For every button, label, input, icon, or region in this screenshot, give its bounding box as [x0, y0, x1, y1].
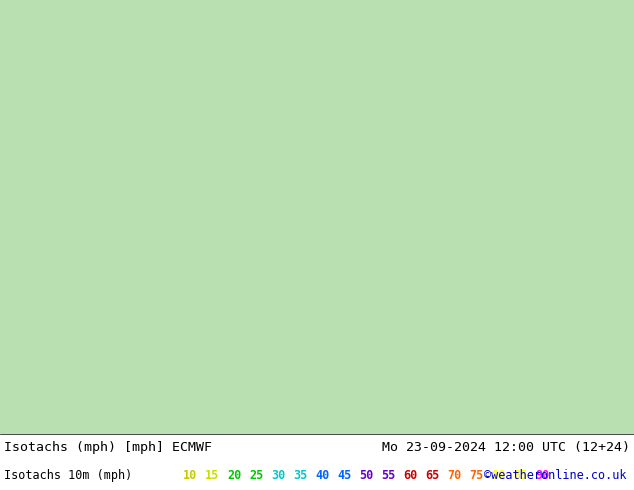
Text: 45: 45 [337, 469, 351, 483]
Text: 90: 90 [535, 469, 549, 483]
Text: 25: 25 [249, 469, 263, 483]
Text: ©weatheronline.co.uk: ©weatheronline.co.uk [484, 469, 626, 483]
Text: Mo 23-09-2024 12:00 UTC (12+24): Mo 23-09-2024 12:00 UTC (12+24) [382, 441, 630, 454]
Text: 70: 70 [447, 469, 461, 483]
Text: 35: 35 [293, 469, 307, 483]
Text: 85: 85 [513, 469, 527, 483]
Text: 65: 65 [425, 469, 439, 483]
Text: Isotachs 10m (mph): Isotachs 10m (mph) [4, 469, 133, 483]
Text: 55: 55 [381, 469, 395, 483]
Text: 10: 10 [183, 469, 197, 483]
Text: Isotachs (mph) [mph] ECMWF: Isotachs (mph) [mph] ECMWF [4, 441, 212, 454]
Text: 30: 30 [271, 469, 285, 483]
Text: 50: 50 [359, 469, 373, 483]
Text: 75: 75 [469, 469, 483, 483]
Text: 40: 40 [315, 469, 329, 483]
Text: 15: 15 [205, 469, 219, 483]
Text: 60: 60 [403, 469, 417, 483]
Text: 80: 80 [491, 469, 505, 483]
Text: 20: 20 [227, 469, 241, 483]
